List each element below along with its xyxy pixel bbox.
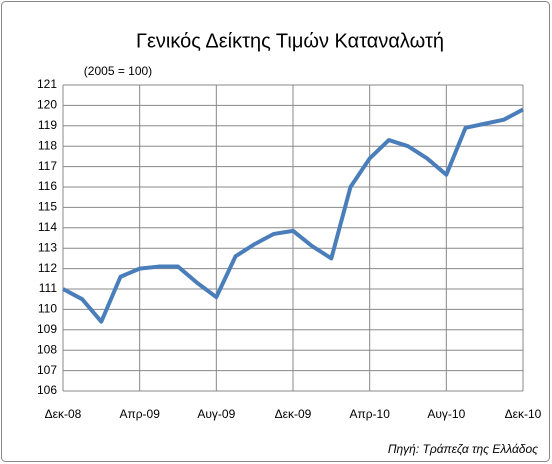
x-tick-label: Δεκ-09: [275, 407, 312, 421]
data-line: [62, 107, 524, 324]
y-tick-label: 115: [38, 200, 57, 214]
y-tick-label: 109: [37, 322, 57, 336]
y-tick-label: 120: [37, 98, 57, 112]
y-tick-label: 113: [38, 240, 57, 254]
y-tick-label: 116: [38, 179, 57, 193]
y-tick-label: 108: [37, 342, 57, 356]
x-tick-label: Αυγ-10: [427, 407, 465, 421]
chart-title: Γενικός Δείκτης Τιμών Καταναλωτή: [136, 30, 444, 52]
y-tick-label: 114: [38, 220, 57, 234]
chart-subtitle: (2005 = 100): [84, 64, 152, 78]
x-tick-label: Αυγ-09: [197, 407, 235, 421]
x-tick-label: Απρ-10: [349, 407, 390, 421]
y-tick-label: 117: [38, 159, 57, 173]
y-tick-label: 107: [37, 363, 57, 377]
y-tick-label: 110: [38, 302, 57, 316]
y-tick-label: 111: [39, 281, 58, 295]
y-tick-label: 112: [38, 261, 57, 275]
source-note: Πηγή: Τράπεζα της Ελλάδος: [388, 442, 538, 456]
y-tick-label: 118: [38, 138, 57, 152]
x-tick-label: Δεκ-10: [505, 407, 542, 421]
x-tick-label: Δεκ-08: [45, 407, 82, 421]
y-tick-label: 119: [38, 118, 57, 132]
y-tick-label: 121: [37, 77, 57, 91]
x-tick-label: Απρ-09: [119, 407, 160, 421]
y-tick-label: 106: [37, 383, 57, 397]
